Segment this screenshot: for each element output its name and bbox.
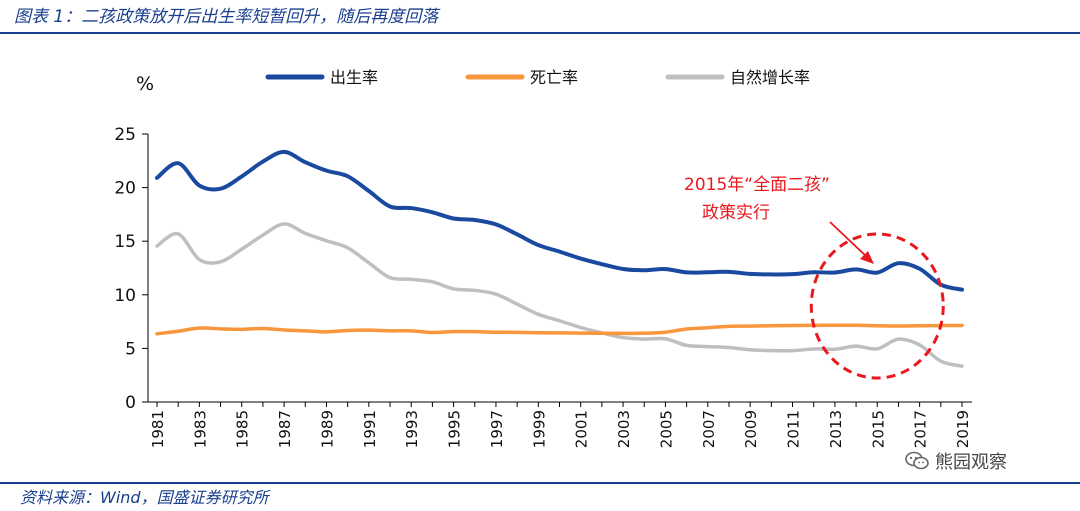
legend-label-1: 死亡率 bbox=[530, 68, 578, 87]
x-tick-label: 2019 bbox=[954, 410, 972, 448]
x-tick-label: 1991 bbox=[361, 410, 379, 448]
x-tick-label: 2015 bbox=[869, 410, 887, 448]
series-line-1 bbox=[155, 323, 964, 336]
x-tick-label: 2011 bbox=[785, 410, 803, 448]
x-tick-label: 1983 bbox=[191, 410, 209, 448]
x-tick-label: 1997 bbox=[488, 410, 506, 448]
y-tick-label: 20 bbox=[114, 179, 136, 199]
wechat-icon bbox=[905, 451, 929, 470]
series-line-0 bbox=[155, 149, 964, 292]
x-tick-label: 2017 bbox=[912, 410, 930, 448]
x-tick-label: 1999 bbox=[530, 410, 548, 448]
figure-title: 图表 1：二孩政策放开后出生率短暂回升，随后再度回落 bbox=[14, 7, 439, 27]
chart-series bbox=[155, 149, 964, 368]
y-axis-label: % bbox=[136, 73, 154, 95]
x-tick-label: 1993 bbox=[403, 410, 421, 448]
x-tick-label: 2003 bbox=[615, 410, 633, 448]
legend-label-2: 自然增长率 bbox=[730, 68, 810, 87]
series-line-2 bbox=[155, 222, 964, 368]
highlight-circle bbox=[809, 232, 945, 380]
x-tick-label: 2013 bbox=[827, 410, 845, 448]
chart-annotation: 2015年“全面二孩” 政策实行 bbox=[684, 175, 945, 380]
annotation-line1: 2015年“全面二孩” bbox=[684, 175, 830, 195]
x-tick-label: 1987 bbox=[276, 410, 294, 448]
y-tick-label: 25 bbox=[114, 125, 136, 145]
annotation-arrow-line bbox=[829, 221, 869, 259]
y-tick-label: 10 bbox=[114, 286, 136, 306]
x-tick-label: 1989 bbox=[318, 410, 336, 448]
annotation-arrow-head bbox=[860, 251, 874, 264]
y-tick-label: 5 bbox=[125, 339, 136, 359]
x-tick-label: 1981 bbox=[149, 410, 167, 448]
chart-axes: 0 5 10 15 20 25 1981 1983 1985 1987 1989 1991 1993 19… bbox=[114, 73, 972, 448]
y-tick-label: 0 bbox=[125, 393, 136, 413]
x-tick-label: 1985 bbox=[234, 410, 252, 448]
title-divider bbox=[0, 32, 1080, 34]
x-tick-label: 2005 bbox=[657, 410, 675, 448]
legend-label-0: 出生率 bbox=[330, 68, 378, 87]
x-tick-label: 2009 bbox=[742, 410, 760, 448]
watermark: 熊园观察 bbox=[905, 448, 1007, 474]
x-tick-label: 2007 bbox=[700, 410, 718, 448]
annotation-line2: 政策实行 bbox=[702, 203, 770, 223]
chart-legend: 出生率 死亡率 自然增长率 bbox=[265, 68, 810, 87]
x-tick-label: 1995 bbox=[446, 410, 464, 448]
source-divider bbox=[0, 482, 1080, 484]
x-tick-label: 2001 bbox=[573, 410, 591, 448]
y-tick-label: 15 bbox=[114, 232, 136, 252]
line-chart: 0 5 10 15 20 25 1981 1983 1985 1987 1989 1991 1993 19… bbox=[114, 68, 972, 448]
source-note: 资料来源：Wind，国盛证券研究所 bbox=[20, 488, 269, 507]
watermark-text: 熊园观察 bbox=[935, 452, 1007, 473]
